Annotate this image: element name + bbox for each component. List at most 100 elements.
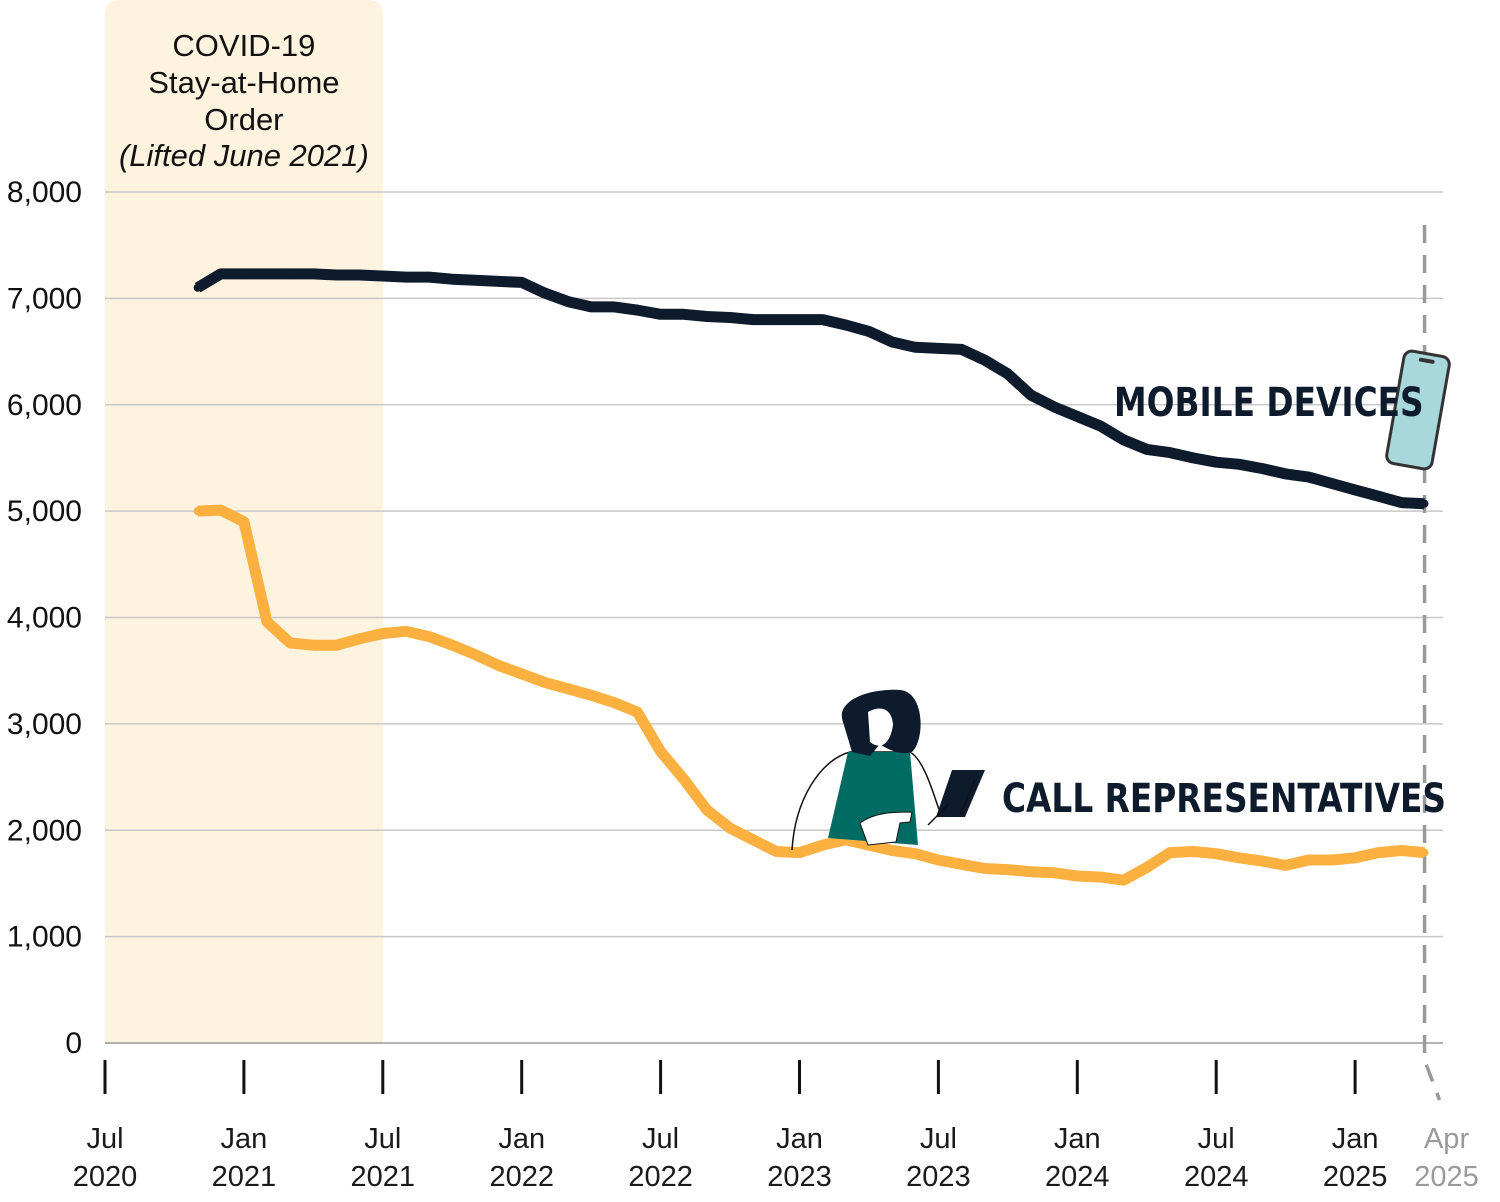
data-point-mobile-devices — [1327, 479, 1336, 488]
data-point-mobile-devices — [911, 343, 920, 352]
data-point-mobile-devices — [401, 273, 410, 282]
data-point-call-representatives — [263, 617, 272, 626]
data-point-call-representatives — [1258, 857, 1267, 866]
x-tick-year: 2020 — [73, 1161, 138, 1193]
data-point-call-representatives — [309, 641, 318, 650]
y-tick-label: 1,000 — [7, 921, 82, 954]
data-point-call-representatives — [564, 684, 572, 693]
x-axis-ticks: Jul 2020 Jan 2021 Jul 2021 Jan 2022 Jul 2022 Jan 20… — [73, 1060, 1388, 1193]
data-point-mobile-devices — [1281, 469, 1290, 478]
x-tick-month: Jul — [642, 1123, 679, 1155]
data-point-mobile-devices — [193, 283, 202, 292]
data-point-call-representatives — [1327, 856, 1336, 865]
data-point-mobile-devices — [1096, 422, 1105, 431]
data-point-call-representatives — [911, 849, 920, 858]
data-point-call-representatives — [1281, 861, 1290, 870]
data-point-call-representatives — [702, 806, 711, 815]
data-point-mobile-devices — [726, 313, 735, 322]
data-point-mobile-devices — [1165, 448, 1174, 457]
shaded-region-label: COVID-19 — [172, 28, 315, 63]
data-point-mobile-devices — [749, 315, 758, 324]
data-point-call-representatives — [1119, 876, 1128, 885]
x-tick-month: Jan — [776, 1123, 823, 1155]
y-tick-label: 6,000 — [7, 389, 82, 422]
shaded-region-note: (Lifted June 2021) — [119, 138, 369, 173]
data-point-mobile-devices — [564, 297, 572, 306]
x-tick-year: 2022 — [628, 1161, 693, 1193]
data-point-call-representatives — [1189, 847, 1198, 856]
x-tick-year: 2021 — [351, 1161, 416, 1193]
data-point-call-representatives — [471, 650, 480, 659]
y-tick-label: 8,000 — [7, 176, 82, 209]
series-lines — [193, 268, 1429, 886]
data-point-call-representatives — [1420, 848, 1429, 857]
data-point-call-representatives — [540, 678, 549, 687]
x-tick-month: Jul — [86, 1123, 123, 1155]
data-point-mobile-devices — [772, 315, 781, 324]
data-point-call-representatives — [888, 846, 897, 855]
data-point-mobile-devices — [425, 273, 434, 282]
data-point-call-representatives — [1003, 865, 1012, 874]
data-point-call-representatives — [448, 641, 457, 650]
data-point-mobile-devices — [1050, 402, 1059, 411]
x-tick-month: Jul — [364, 1123, 401, 1155]
x-tick-year: 2023 — [906, 1161, 971, 1193]
data-point-mobile-devices — [1397, 498, 1406, 507]
data-point-call-representatives — [378, 629, 387, 638]
data-point-call-representatives — [355, 634, 364, 643]
x-tick-month: Jan — [498, 1123, 545, 1155]
data-point-mobile-devices — [864, 327, 873, 336]
data-point-call-representatives — [679, 775, 688, 784]
smartphone-icon — [1385, 349, 1451, 471]
data-point-mobile-devices — [656, 310, 665, 319]
data-point-mobile-devices — [216, 269, 225, 278]
data-point-call-representatives — [401, 627, 410, 636]
data-point-call-representatives — [957, 860, 966, 869]
data-point-call-representatives — [587, 691, 596, 700]
y-tick-label: 0 — [65, 1027, 82, 1060]
data-point-call-representatives — [193, 507, 202, 516]
data-point-call-representatives — [633, 708, 642, 717]
data-point-call-representatives — [795, 848, 804, 857]
data-point-mobile-devices — [1189, 453, 1198, 462]
series-label-mobile-devices: MOBILE DEVICES — [1114, 379, 1424, 426]
data-point-call-representatives — [1351, 853, 1360, 862]
data-point-mobile-devices — [1235, 460, 1244, 469]
data-point-mobile-devices — [517, 278, 526, 287]
data-point-call-representatives — [934, 856, 943, 865]
data-point-call-representatives — [494, 661, 503, 670]
x-tick-year: 2021 — [212, 1161, 277, 1193]
y-tick-label: 2,000 — [7, 814, 82, 847]
x-tick-month: Jul — [920, 1123, 957, 1155]
woman-with-tablet-illustration — [791, 689, 985, 851]
data-point-call-representatives — [1073, 871, 1082, 880]
data-point-mobile-devices — [1351, 485, 1360, 494]
x-tick-month: Jan — [1054, 1123, 1101, 1155]
data-point-mobile-devices — [540, 289, 549, 298]
data-point-call-representatives — [332, 641, 341, 650]
data-point-mobile-devices — [795, 315, 804, 324]
marker-month: Apr — [1424, 1123, 1469, 1155]
data-point-mobile-devices — [679, 310, 688, 319]
data-point-call-representatives — [818, 841, 827, 850]
data-point-call-representatives — [726, 824, 735, 833]
data-point-mobile-devices — [702, 312, 711, 321]
data-point-mobile-devices — [957, 345, 966, 354]
data-point-call-representatives — [1374, 848, 1383, 857]
data-point-call-representatives — [216, 506, 225, 515]
data-point-mobile-devices — [239, 269, 248, 278]
shaded-region-label: Stay-at-Home — [148, 65, 339, 100]
data-point-mobile-devices — [494, 277, 503, 286]
data-point-mobile-devices — [633, 306, 642, 315]
y-tick-label: 7,000 — [7, 282, 82, 315]
data-point-call-representatives — [425, 632, 434, 641]
data-point-mobile-devices — [309, 269, 318, 278]
data-point-mobile-devices — [1027, 391, 1035, 400]
data-point-mobile-devices — [1142, 445, 1151, 454]
data-point-call-representatives — [1165, 848, 1174, 857]
data-point-mobile-devices — [378, 272, 387, 281]
data-point-mobile-devices — [286, 269, 295, 278]
x-tick-year: 2025 — [1323, 1161, 1388, 1193]
data-point-mobile-devices — [471, 276, 480, 285]
data-point-mobile-devices — [263, 269, 272, 278]
